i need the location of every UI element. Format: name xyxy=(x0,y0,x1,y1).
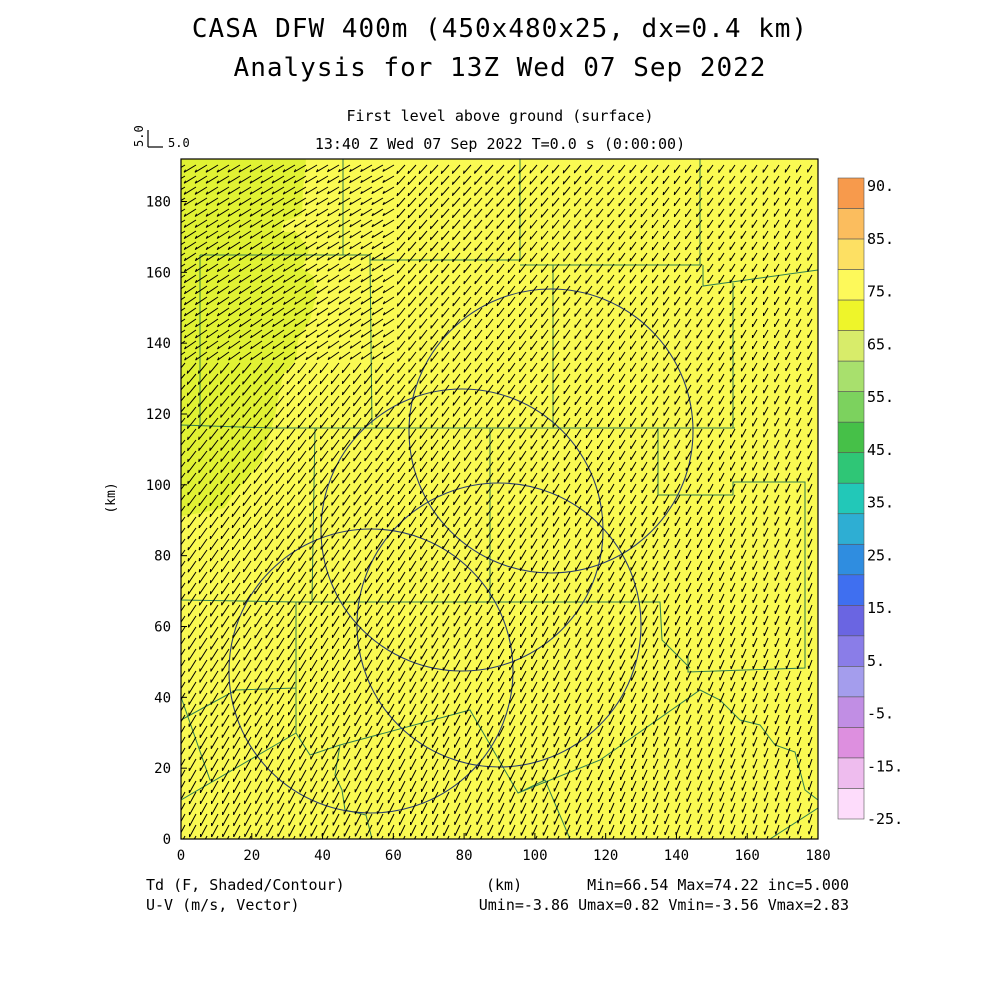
colorbar-swatch xyxy=(837,208,865,240)
y-tick-label: 0 xyxy=(163,832,171,848)
y-tick-label: 20 xyxy=(154,761,171,777)
colorbar-swatch xyxy=(837,605,865,637)
x-tick-label: 60 xyxy=(385,848,402,864)
x-tick-label: 20 xyxy=(243,848,260,864)
radar-ring-2 xyxy=(320,388,604,672)
footer-stats-line-2: Umin=-3.86 Umax=0.82 Vmin=-3.56 Vmax=2.8… xyxy=(478,896,849,914)
x-tick-label: 140 xyxy=(664,848,689,864)
y-tick-label: 160 xyxy=(146,265,171,281)
colorbar-swatch xyxy=(837,635,865,667)
colorbar-label: 35. xyxy=(867,494,894,512)
x-tick-label: 80 xyxy=(456,848,473,864)
colorbar-swatch xyxy=(837,421,865,454)
colorbar-swatch xyxy=(837,727,865,759)
x-tick-label: 40 xyxy=(314,848,331,864)
colorbar-label: 5. xyxy=(867,652,885,670)
colorbar-label: -5. xyxy=(867,705,894,723)
colorbar-label: 85. xyxy=(867,230,894,248)
colorbar-swatch xyxy=(837,696,865,728)
colorbar-label: 45. xyxy=(867,441,894,459)
colorbar-swatch xyxy=(837,330,865,362)
subtitle-time: 13:40 Z Wed 07 Sep 2022 T=0.0 s (0:00:00… xyxy=(314,135,686,153)
colorbar-swatch xyxy=(837,177,865,209)
x-tick-label: 180 xyxy=(805,848,830,864)
title-line-2: Analysis for 13Z Wed 07 Sep 2022 xyxy=(233,53,767,83)
colorbar-swatch xyxy=(837,788,865,820)
colorbar-swatch xyxy=(837,360,865,392)
colorbar-label: 90. xyxy=(867,177,894,195)
y-tick-label: 180 xyxy=(146,195,171,211)
y-tick-label: 40 xyxy=(154,690,171,706)
y-tick-label: 60 xyxy=(154,620,171,636)
colorbar-label: 55. xyxy=(867,388,894,406)
colorbar-label: -25. xyxy=(867,810,903,828)
footer-stats-line-1: Min=66.54 Max=74.22 inc=5.000 xyxy=(587,876,849,894)
y-tick-label: 100 xyxy=(146,478,171,494)
colorbar-swatch xyxy=(837,482,865,515)
colorbar: 90. 85. 75. 65. 55. 45. 35. 25. 15. 5. -5. -15. -25. xyxy=(837,177,903,828)
x-axis-ticks: 0 20 40 60 80 100 120 140 160 180 xyxy=(177,833,831,864)
y-axis-ticks: 0 20 40 60 80 100 120 140 160 180 xyxy=(146,195,187,848)
x-tick-label: 120 xyxy=(593,848,618,864)
footer-vector-label: U-V (m/s, Vector) xyxy=(146,896,300,914)
y-axis-label: (km) xyxy=(104,482,119,513)
x-tick-label: 160 xyxy=(735,848,760,864)
colorbar-swatch xyxy=(837,299,865,331)
colorbar-swatch xyxy=(837,238,865,270)
x-tick-label: 0 xyxy=(177,848,185,864)
y-tick-label: 80 xyxy=(154,549,171,565)
colorbar-swatch xyxy=(837,757,865,789)
vector-scale-label-vertical: 5.0 xyxy=(132,125,146,147)
colorbar-swatch xyxy=(837,543,865,576)
field-green-region xyxy=(181,159,316,516)
y-tick-label: 120 xyxy=(146,407,171,423)
colorbar-swatch xyxy=(837,513,865,545)
radar-ring-1 xyxy=(408,288,694,574)
x-axis-label: (km) xyxy=(486,876,523,894)
colorbar-swatch xyxy=(837,574,865,606)
x-tick-label: 100 xyxy=(522,848,547,864)
colorbar-swatch xyxy=(837,452,865,484)
vector-scale-label-horizontal: 5.0 xyxy=(168,136,190,150)
colorbar-label: 25. xyxy=(867,546,894,564)
colorbar-label: -15. xyxy=(867,757,903,775)
subtitle-level: First level above ground (surface) xyxy=(346,107,654,125)
colorbar-swatch xyxy=(837,666,865,698)
title-line-1: CASA DFW 400m (450x480x25, dx=0.4 km) xyxy=(191,14,809,44)
colorbar-label: 15. xyxy=(867,599,894,617)
colorbar-swatch xyxy=(837,269,865,301)
footer-field-label: Td (F, Shaded/Contour) xyxy=(146,876,345,894)
wind-vectors xyxy=(181,164,813,839)
colorbar-label: 65. xyxy=(867,335,894,353)
colorbar-swatch xyxy=(837,391,865,423)
vector-scale-reference: 5.0 5.0 xyxy=(132,125,190,150)
county-boundaries xyxy=(181,159,818,839)
plot-frame xyxy=(180,158,819,840)
colorbar-label: 75. xyxy=(867,283,894,301)
dewpoint-field xyxy=(181,159,818,839)
y-tick-label: 140 xyxy=(146,336,171,352)
